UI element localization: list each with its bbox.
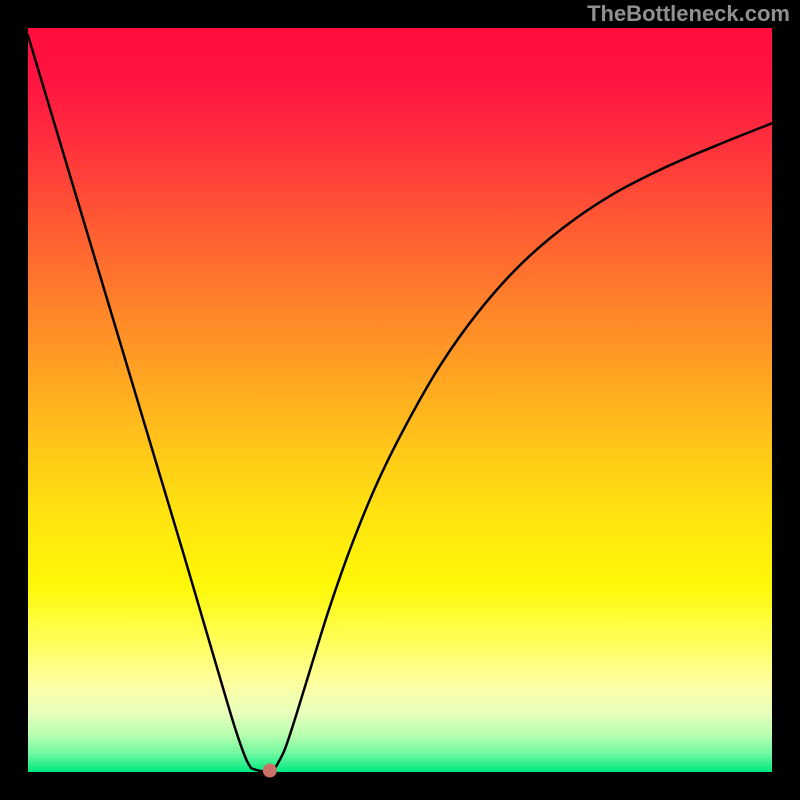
watermark-text: TheBottleneck.com bbox=[587, 1, 790, 26]
chart-gradient-background bbox=[28, 28, 772, 772]
optimum-marker bbox=[263, 764, 277, 778]
bottleneck-chart: TheBottleneck.com bbox=[0, 0, 800, 800]
